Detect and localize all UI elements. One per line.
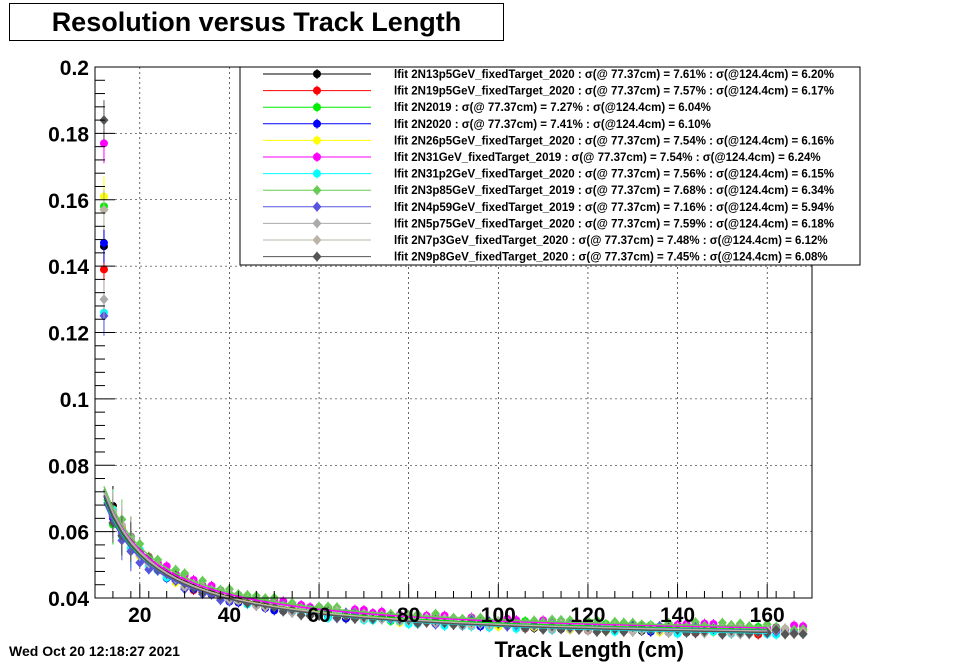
data-point (99, 238, 108, 247)
x-tick-label: 100 (481, 604, 516, 627)
legend-entry-label: lfit 2N4p59GeV_fixedTarget_2019 : σ(@ 77… (394, 202, 834, 214)
data-point (99, 265, 108, 274)
data-point (789, 628, 799, 639)
data-point (313, 119, 321, 128)
data-point (312, 185, 322, 196)
data-point (771, 624, 781, 635)
data-point (312, 218, 322, 229)
fit-curves-layer (103, 486, 768, 634)
y-tick-label: 0.12 (48, 323, 89, 346)
timestamp: Wed Oct 20 12:18:27 2021 (9, 643, 180, 659)
data-point (313, 153, 321, 161)
data-point (99, 204, 109, 215)
legend-entry-label: lfit 2N9p8GeV_fixedTarget_2020 : σ(@ 77.… (394, 252, 828, 264)
x-tick-label: 20 (128, 604, 151, 627)
legend-entry-label: lfit 2N26p5GeV_fixedTarget_2020 : σ(@ 77… (394, 135, 834, 147)
data-point (313, 70, 321, 78)
x-tick-label: 80 (397, 604, 420, 627)
legend-entry-label: lfit 2N31GeV_fixedTarget_2019 : σ(@ 77.3… (394, 152, 821, 164)
fit-curve (103, 493, 768, 632)
y-tick-label: 0.18 (48, 123, 89, 146)
grid-layer (95, 67, 812, 598)
fit-curve (103, 494, 768, 634)
x-tick-label: 40 (218, 604, 241, 627)
legend: lfit 2N13p5GeV_fixedTarget_2020 : σ(@ 77… (239, 66, 861, 266)
fit-curve (103, 486, 768, 628)
x-tick-label: 120 (570, 604, 605, 627)
x-tick-label: 60 (307, 604, 330, 627)
data-point (99, 294, 109, 305)
fit-curve (103, 490, 768, 629)
x-tick-label: 160 (750, 604, 785, 627)
data-point (312, 235, 322, 245)
data-point (313, 86, 321, 95)
y-tick-label: 0.06 (48, 522, 89, 545)
x-axis-label: Track Length (cm) (495, 637, 684, 662)
y-tick-label: 0.1 (60, 389, 90, 412)
legend-entry-label: lfit 2N3p85GeV_fixedTarget_2019 : σ(@ 77… (394, 185, 834, 197)
series-points (99, 222, 790, 639)
series-points (99, 226, 772, 639)
data-point (780, 623, 790, 634)
legend-entry-label: lfit 2N19p5GeV_fixedTarget_2020 : σ(@ 77… (394, 86, 834, 98)
y-tick-label: 0.16 (48, 190, 89, 213)
data-point (313, 136, 321, 145)
legend-entry-label: lfit 2N7p3GeV_fixedTarget_2020 : σ(@ 77.… (394, 235, 828, 247)
chart-title: Resolution versus Track Length (9, 3, 504, 41)
legend-entry-label: lfit 2N31p2GeV_fixedTarget_2020 : σ(@ 77… (394, 169, 834, 181)
legend-entry-label: lfit 2N2020 : σ(@ 77.37cm) = 7.41% : σ(@… (394, 119, 711, 131)
legend-entry-label: lfit 2N5p75GeV_fixedTarget_2020 : σ(@ 77… (394, 218, 834, 230)
data-point (313, 169, 321, 178)
legend-entry-label: lfit 2N13p5GeV_fixedTarget_2020 : σ(@ 77… (394, 69, 834, 81)
axes-layer: 20 40 60 80 100 120 140 160 0.04 0.06 0.08 0.1 0.12 0… (48, 57, 813, 627)
data-point (312, 251, 322, 262)
y-tick-label: 0.04 (48, 588, 89, 611)
data-point (312, 201, 322, 212)
data-point (99, 139, 108, 148)
y-tick-label: 0.08 (48, 455, 89, 478)
x-tick-label: 140 (660, 604, 695, 627)
data-point (798, 629, 808, 640)
y-tick-label: 0.14 (48, 256, 89, 279)
data-point (780, 629, 790, 640)
y-tick-label: 0.2 (60, 57, 89, 80)
legend-entry-label: lfit 2N2019 : σ(@ 77.37cm) = 7.27% : σ(@… (394, 102, 711, 114)
data-point (313, 103, 321, 112)
legend-box (239, 66, 861, 266)
